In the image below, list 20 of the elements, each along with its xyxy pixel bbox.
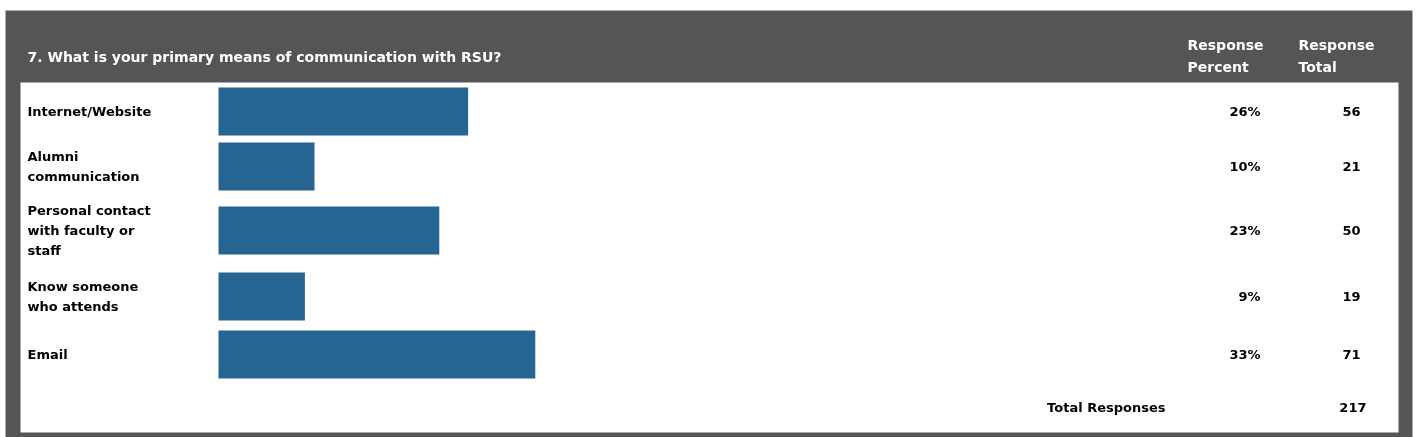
text: 21 [1342, 159, 1361, 174]
data-label: 10% [1229, 159, 1261, 174]
data-label: 9% [1238, 289, 1261, 304]
y-tick-label: Know someone who attends [27, 279, 139, 314]
y-tick-label: Internet/Website [27, 104, 152, 119]
data-label: 23% [1229, 223, 1261, 238]
text: 50 [1342, 223, 1361, 238]
y-tick-label: Alumni communication [27, 149, 140, 184]
text: 71 [1342, 347, 1361, 362]
text: 217 [1339, 400, 1367, 415]
text: Response Percent [1187, 36, 1264, 75]
data-label: 26% [1229, 104, 1261, 119]
text: 56 [1342, 104, 1361, 119]
text: Response Total [1298, 36, 1375, 75]
y-tick-label: Email [27, 347, 68, 362]
y-tick-label: Personal contact with faculty or staff [27, 203, 151, 258]
chart-title: 7. What is your primary means of communication with RSU? [27, 48, 502, 65]
text: Total Responses [1047, 400, 1166, 415]
text: 19 [1342, 289, 1361, 304]
data-label: 33% [1229, 347, 1261, 362]
